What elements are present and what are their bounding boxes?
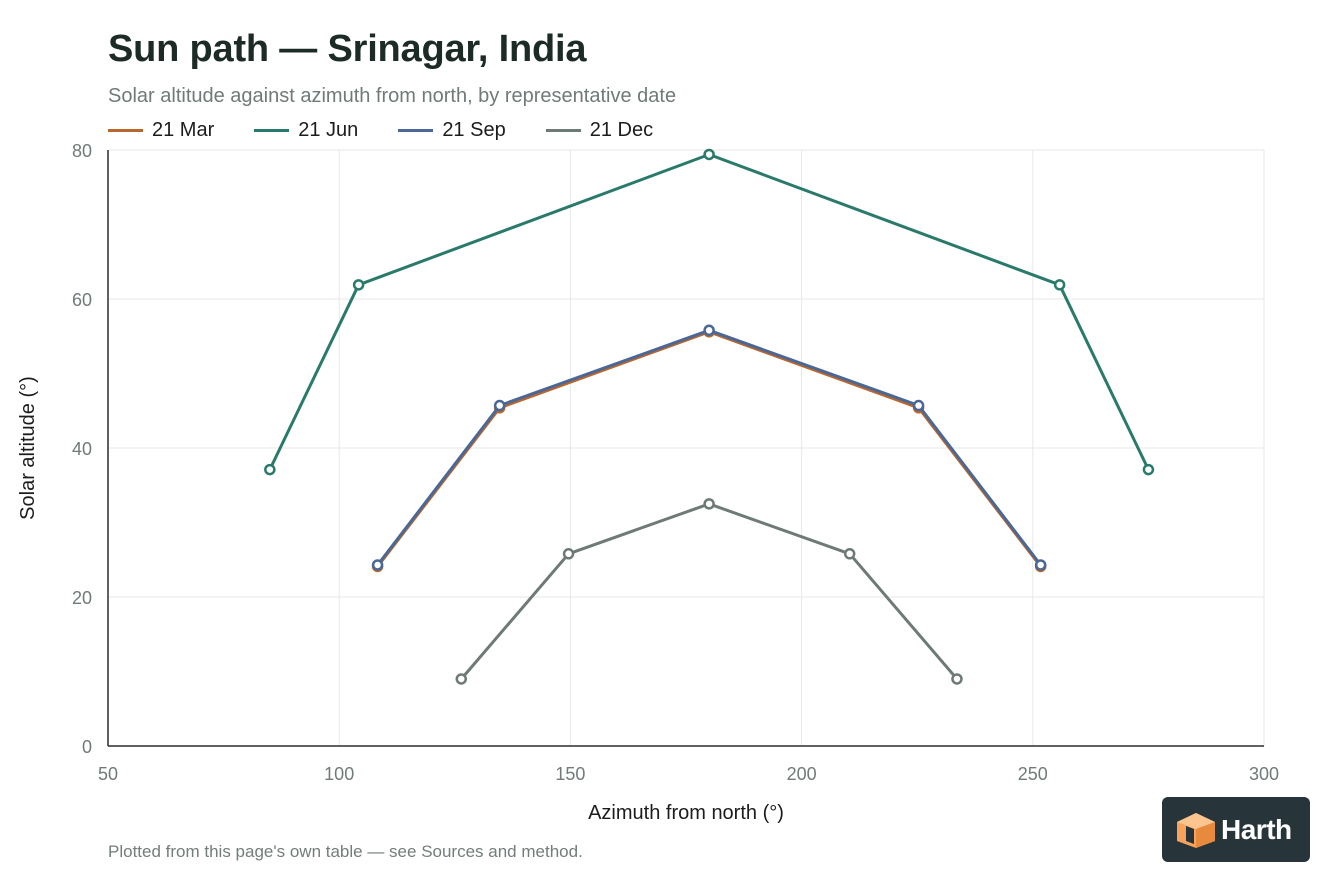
data-point bbox=[264, 463, 276, 476]
legend-item: 21 Mar bbox=[108, 119, 214, 142]
y-tick-label: 20 bbox=[72, 588, 92, 608]
series-line-3 bbox=[459, 502, 959, 681]
legend-swatch bbox=[398, 129, 434, 132]
data-point bbox=[1034, 559, 1047, 571]
chart-subtitle: Solar altitude against azimuth from nort… bbox=[108, 85, 677, 107]
data-point bbox=[843, 548, 856, 560]
series-line-0 bbox=[376, 330, 1043, 568]
legend-label: 21 Sep bbox=[442, 119, 506, 141]
y-tick-label: 0 bbox=[82, 737, 92, 757]
chart-title: Sun path — Srinagar, India bbox=[108, 28, 587, 70]
legend-swatch bbox=[108, 129, 143, 132]
y-tick-label: 60 bbox=[72, 290, 92, 310]
data-point bbox=[562, 548, 575, 560]
legend-swatch bbox=[254, 129, 290, 132]
data-point bbox=[493, 399, 506, 412]
footnote: Plotted from this page's own table — see… bbox=[108, 842, 583, 861]
brand-logo[interactable]: Harth bbox=[1162, 797, 1310, 862]
data-point bbox=[1053, 279, 1066, 291]
data-point bbox=[703, 148, 715, 161]
x-tick-label: 50 bbox=[98, 764, 118, 784]
x-tick-label: 250 bbox=[1018, 764, 1048, 784]
cube-logo-icon bbox=[1177, 812, 1215, 848]
legend-item: 21 Sep bbox=[398, 119, 506, 142]
data-point bbox=[455, 673, 468, 685]
legend-swatch bbox=[545, 129, 581, 132]
x-tick-label: 100 bbox=[324, 764, 354, 784]
y-tick-label: 40 bbox=[72, 439, 92, 459]
y-tick-label: 80 bbox=[72, 141, 92, 161]
legend-label: 21 Mar bbox=[152, 119, 215, 141]
data-point bbox=[1142, 463, 1155, 476]
x-tick-label: 200 bbox=[787, 764, 817, 784]
y-axis-title: Solar altitude (°) bbox=[17, 376, 39, 520]
data-point bbox=[912, 399, 925, 412]
data-point bbox=[371, 559, 384, 571]
logo-text: Harth bbox=[1221, 813, 1292, 845]
legend-item: 21 Jun bbox=[254, 119, 358, 142]
data-point bbox=[951, 673, 963, 685]
data-point bbox=[703, 324, 715, 337]
data-point bbox=[703, 498, 715, 510]
legend: 21 Mar 21 Jun 21 Sep 21 Dec bbox=[108, 119, 693, 142]
x-tick-label: 150 bbox=[555, 764, 585, 784]
x-tick-label: 300 bbox=[1249, 764, 1279, 784]
legend-label: 21 Dec bbox=[589, 119, 654, 141]
x-axis-title: Azimuth from north (°) bbox=[588, 802, 784, 824]
data-point bbox=[352, 279, 365, 291]
series-line-1 bbox=[268, 153, 1150, 472]
legend-item: 21 Dec bbox=[545, 119, 654, 142]
legend-label: 21 Jun bbox=[298, 119, 359, 141]
